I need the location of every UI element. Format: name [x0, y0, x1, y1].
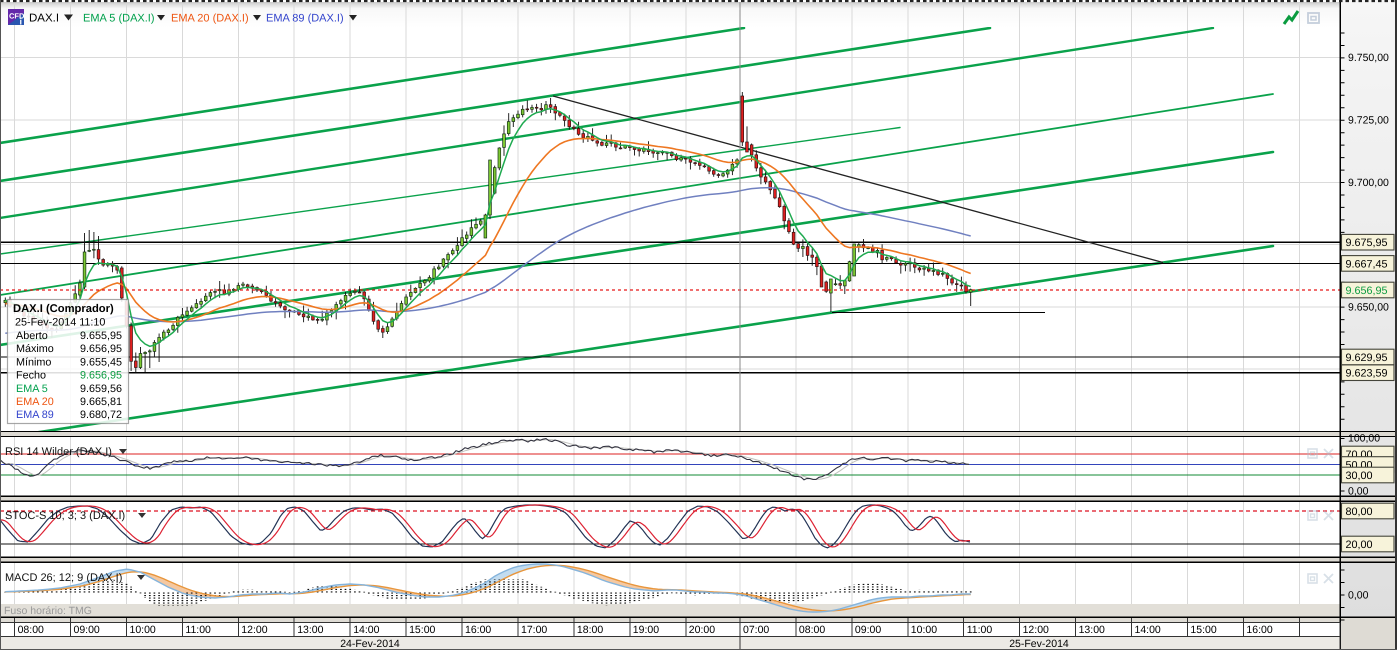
svg-text:9.656,95: 9.656,95	[80, 370, 122, 382]
svg-text:RSI 14 Wilder (DAX.I): RSI 14 Wilder (DAX.I)	[5, 446, 112, 458]
svg-text:EMA 5 (DAX.I): EMA 5 (DAX.I)	[83, 13, 155, 25]
svg-text:i: i	[20, 17, 23, 27]
svg-text:17:00: 17:00	[521, 624, 547, 636]
svg-text:Fecho: Fecho	[16, 370, 46, 382]
svg-text:09:00: 09:00	[855, 624, 881, 636]
svg-text:08:00: 08:00	[18, 624, 44, 636]
svg-text:9.667,45: 9.667,45	[1346, 258, 1388, 270]
svg-text:12:00: 12:00	[1023, 624, 1049, 636]
svg-text:EMA 20: EMA 20	[16, 396, 54, 408]
svg-text:20,00: 20,00	[1346, 539, 1373, 551]
svg-text:30,00: 30,00	[1346, 470, 1373, 482]
svg-text:11:00: 11:00	[185, 624, 211, 636]
svg-text:0,00: 0,00	[1348, 590, 1369, 602]
svg-text:9.656,95: 9.656,95	[80, 343, 122, 355]
svg-text:DAX.I: DAX.I	[29, 13, 59, 25]
svg-text:9.655,45: 9.655,45	[80, 356, 122, 368]
svg-text:EMA 20 (DAX.I): EMA 20 (DAX.I)	[171, 13, 249, 25]
svg-text:14:00: 14:00	[353, 624, 379, 636]
svg-text:9.700,00: 9.700,00	[1348, 177, 1389, 189]
svg-text:9.650,00: 9.650,00	[1348, 301, 1389, 313]
svg-text:0,00: 0,00	[1348, 486, 1369, 498]
svg-text:9.659,56: 9.659,56	[80, 383, 122, 395]
svg-text:EMA 5: EMA 5	[16, 383, 48, 395]
svg-text:Aberto: Aberto	[16, 330, 48, 342]
svg-text:07:00: 07:00	[743, 624, 769, 636]
svg-text:9.623,59: 9.623,59	[1346, 368, 1388, 380]
svg-text:9.675,95: 9.675,95	[1346, 237, 1388, 249]
svg-text:9.680,72: 9.680,72	[80, 409, 122, 421]
svg-text:19:00: 19:00	[633, 624, 659, 636]
svg-text:9.665,81: 9.665,81	[80, 396, 122, 408]
svg-text:14:00: 14:00	[1135, 624, 1161, 636]
svg-text:9.656,95: 9.656,95	[1346, 285, 1388, 297]
svg-text:15:00: 15:00	[409, 624, 435, 636]
svg-text:20:00: 20:00	[689, 624, 715, 636]
svg-text:16:00: 16:00	[465, 624, 491, 636]
svg-text:EMA 89: EMA 89	[16, 409, 54, 421]
svg-text:09:00: 09:00	[74, 624, 100, 636]
svg-text:Mínimo: Mínimo	[16, 356, 51, 368]
svg-text:11:00: 11:00	[967, 624, 993, 636]
svg-text:9.629,95: 9.629,95	[1346, 352, 1388, 364]
svg-text:CFD: CFD	[9, 12, 25, 21]
svg-text:12:00: 12:00	[241, 624, 267, 636]
svg-text:9.725,00: 9.725,00	[1348, 115, 1389, 127]
svg-text:Fuso horário: TMG: Fuso horário: TMG	[4, 605, 92, 617]
svg-text:9.750,00: 9.750,00	[1348, 52, 1389, 64]
svg-text:15:00: 15:00	[1190, 624, 1216, 636]
svg-text:13:00: 13:00	[1079, 624, 1105, 636]
svg-text:Máximo: Máximo	[16, 343, 54, 355]
svg-text:16:00: 16:00	[1246, 624, 1272, 636]
svg-text:STOC-S 10; 3; 3 (DAX.I): STOC-S 10; 3; 3 (DAX.I)	[5, 510, 125, 522]
svg-text:80,00: 80,00	[1346, 506, 1373, 518]
svg-text:08:00: 08:00	[799, 624, 825, 636]
svg-text:100,00: 100,00	[1348, 433, 1380, 445]
svg-text:DAX.I (Comprador): DAX.I (Comprador)	[13, 303, 114, 315]
svg-text:18:00: 18:00	[577, 624, 603, 636]
svg-text:25-Fev-2014 11:10: 25-Fev-2014 11:10	[15, 317, 105, 329]
svg-text:10:00: 10:00	[130, 624, 156, 636]
svg-text:9.655,95: 9.655,95	[80, 330, 122, 342]
svg-text:25-Fev-2014: 25-Fev-2014	[1009, 638, 1069, 650]
svg-text:24-Fev-2014: 24-Fev-2014	[340, 638, 400, 650]
svg-text:EMA 89 (DAX.I): EMA 89 (DAX.I)	[266, 13, 344, 25]
svg-text:10:00: 10:00	[911, 624, 937, 636]
svg-text:13:00: 13:00	[297, 624, 323, 636]
svg-text:MACD 26; 12; 9 (DAX.I): MACD 26; 12; 9 (DAX.I)	[5, 572, 122, 584]
